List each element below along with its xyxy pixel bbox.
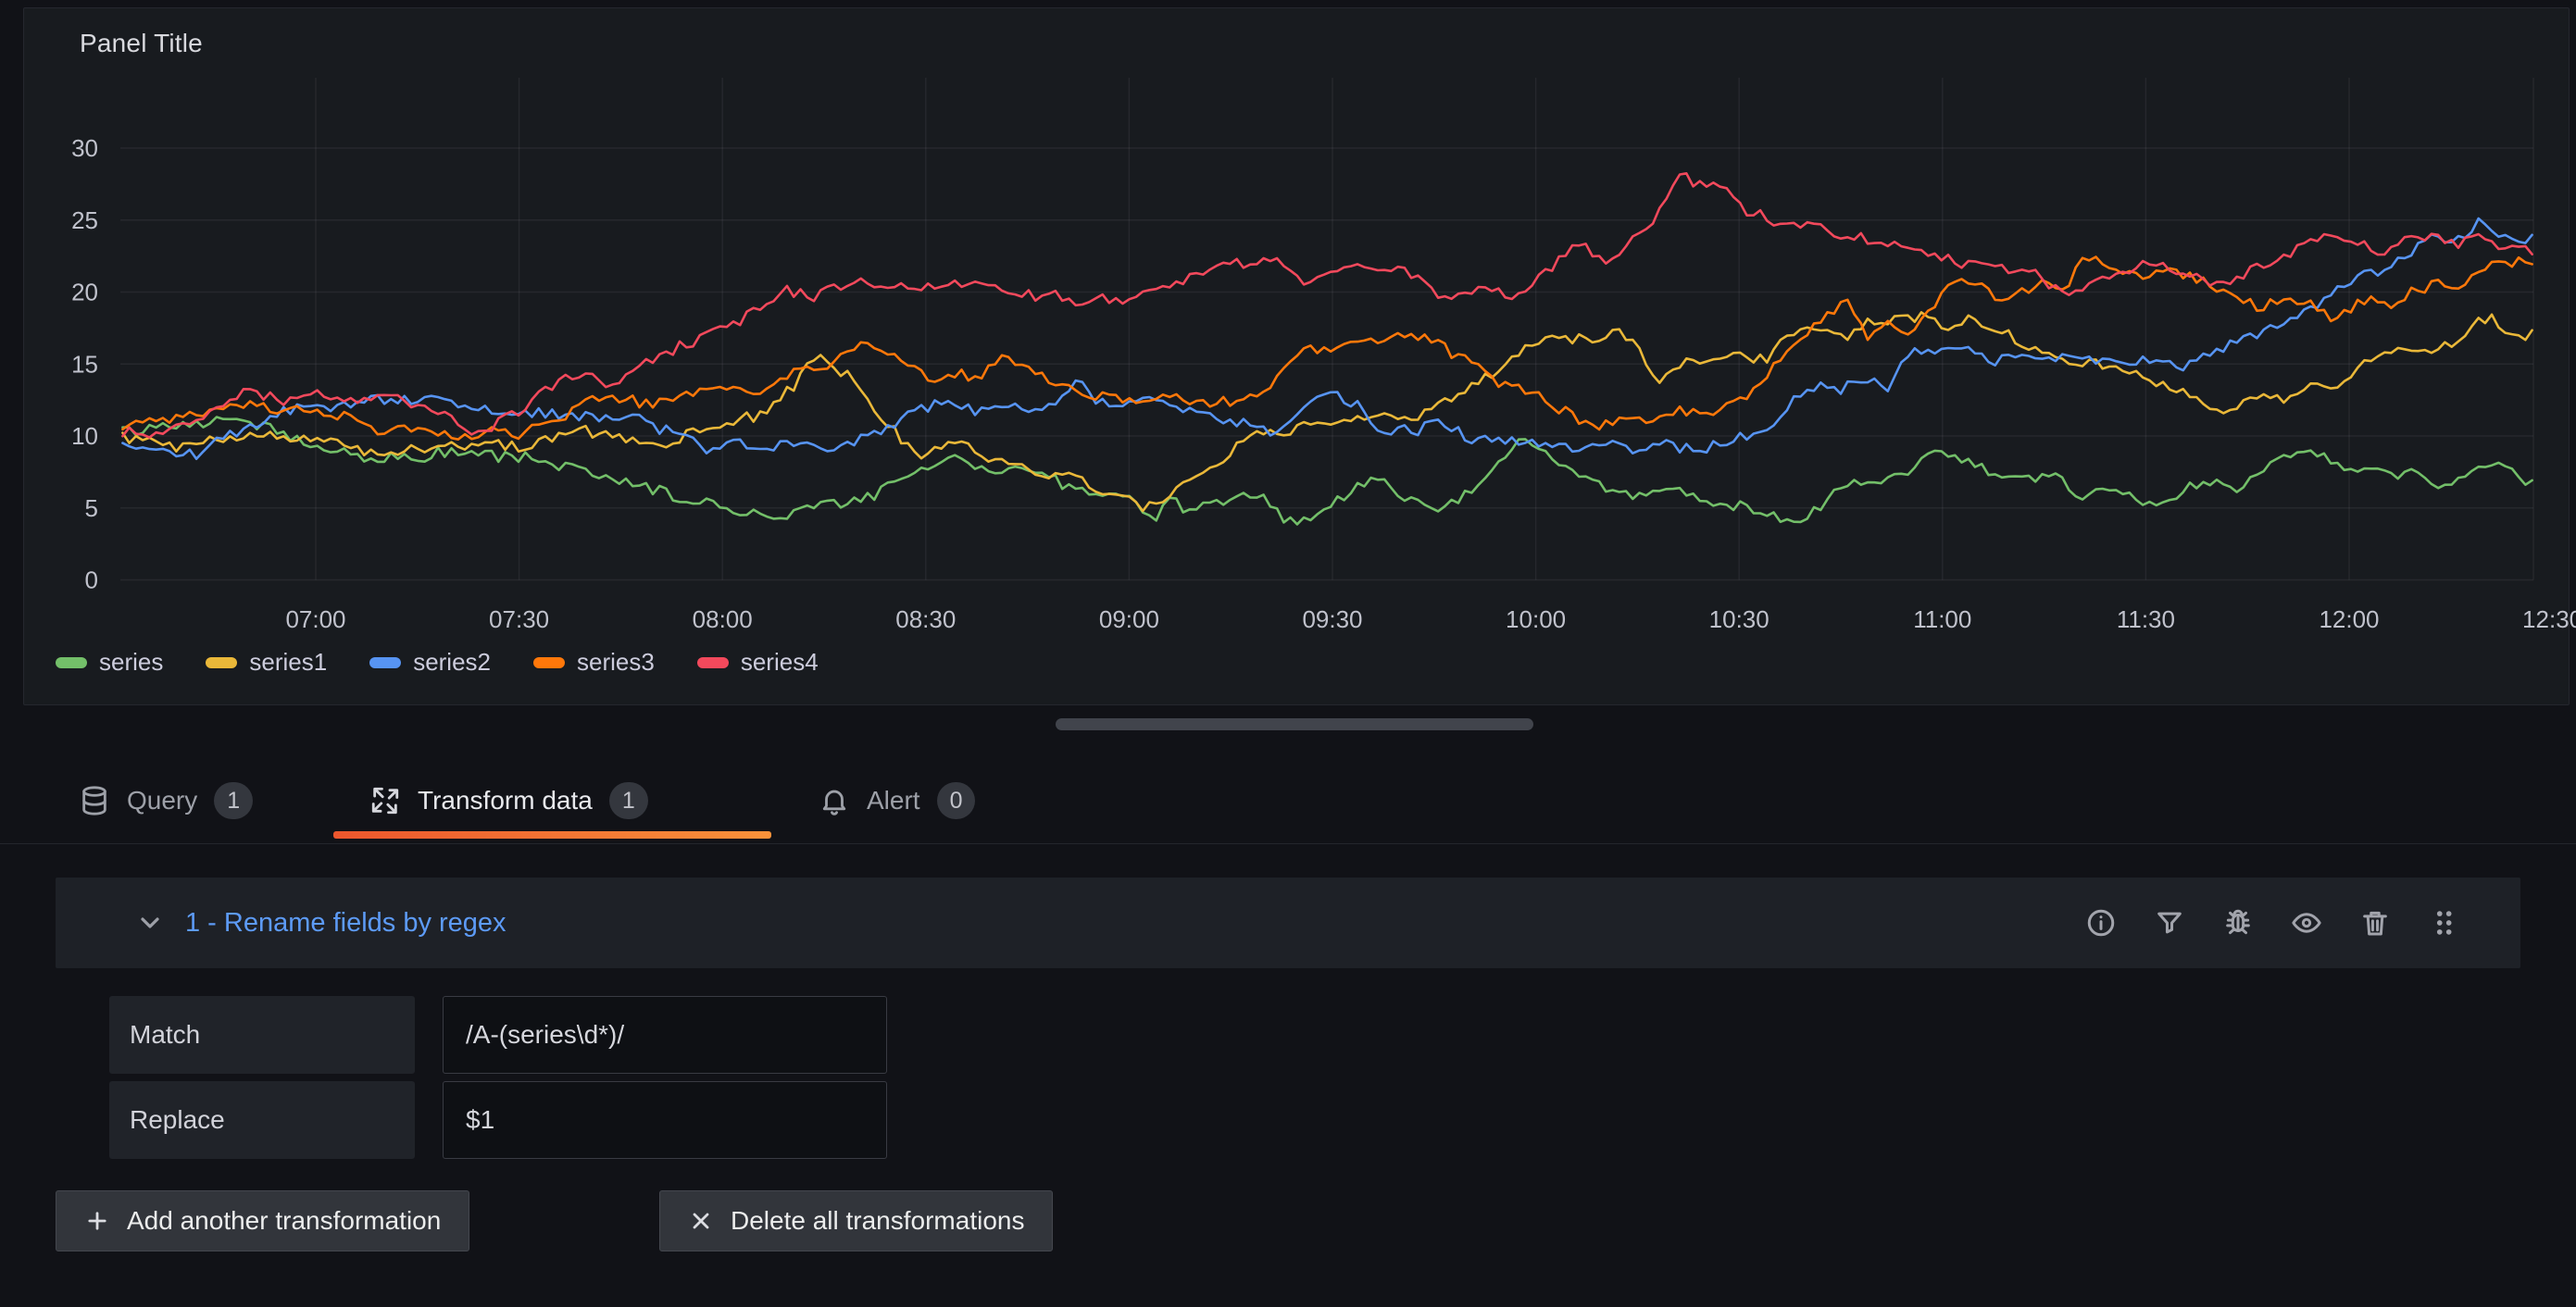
x-axis-tick-label: 10:30 — [1709, 605, 1769, 633]
x-axis-tick-label: 12:00 — [2319, 605, 2379, 633]
match-field-label: Match — [109, 996, 415, 1074]
horizontal-scrollbar-thumb[interactable] — [1056, 718, 1533, 730]
legend-item-series2[interactable]: series2 — [369, 648, 491, 677]
series-line-series1 — [121, 311, 2533, 513]
tab-query[interactable]: Query 1 — [79, 778, 254, 824]
y-axis-tick-label: 10 — [71, 422, 98, 450]
time-series-plot[interactable]: 0 5 10 15 20 25 30 07:00 07:30 08:00 08:30 09:00 09:… — [0, 0, 2576, 713]
tab-alert-count-badge: 0 — [936, 782, 976, 819]
tab-alert[interactable]: Alert 0 — [819, 778, 976, 824]
series-line-series3 — [121, 255, 2533, 441]
match-input[interactable] — [443, 996, 887, 1074]
y-axis-tick-label: 0 — [85, 566, 98, 594]
x-axis-tick-label: 10:00 — [1506, 605, 1566, 633]
legend-label: series3 — [577, 648, 655, 676]
close-icon — [693, 1213, 709, 1229]
match-field-row: Match — [109, 996, 887, 1074]
y-axis-tick-label: 5 — [85, 494, 98, 522]
y-axis-tick-label: 25 — [71, 206, 98, 234]
replace-field-label: Replace — [109, 1081, 415, 1159]
legend-label: series2 — [413, 648, 492, 676]
transformation-header: 1 - Rename fields by regex — [56, 878, 2520, 968]
legend-item-series[interactable]: series — [56, 648, 163, 677]
legend-item-series1[interactable]: series1 — [206, 648, 327, 677]
trash-icon[interactable] — [2359, 907, 2391, 939]
legend-label: series4 — [740, 648, 819, 676]
legend-color-chip — [696, 656, 729, 668]
chart-legend: series series1 series2 series3 series4 — [56, 648, 819, 677]
x-axis-tick-label: 11:30 — [2117, 605, 2175, 633]
legend-color-chip — [206, 656, 238, 668]
x-axis-tick-label: 08:30 — [895, 605, 956, 633]
tab-query-label: Query — [127, 786, 198, 815]
legend-color-chip — [56, 656, 87, 668]
filter-icon[interactable] — [2154, 907, 2185, 939]
delete-all-transformations-label: Delete all transformations — [731, 1206, 1025, 1235]
legend-item-series3[interactable]: series3 — [533, 648, 655, 677]
x-axis-tick-label: 12:30 — [2522, 605, 2576, 633]
transform-icon — [371, 787, 399, 815]
active-tab-underline — [333, 831, 771, 839]
section-divider — [0, 843, 2576, 844]
x-axis-tick-label: 07:00 — [285, 605, 345, 633]
delete-all-transformations-button[interactable]: Delete all transformations — [659, 1190, 1054, 1251]
transformation-toolbar — [2085, 878, 2459, 968]
add-transformation-button[interactable]: Add another transformation — [56, 1190, 470, 1251]
plus-icon — [88, 1212, 106, 1230]
series-line-series — [121, 416, 2533, 526]
x-axis-tick-label: 08:00 — [693, 605, 753, 633]
database-icon — [82, 786, 106, 815]
info-icon[interactable] — [2085, 907, 2117, 939]
bug-icon[interactable] — [2222, 907, 2254, 939]
legend-color-chip — [369, 656, 402, 668]
y-axis-tick-label: 30 — [71, 134, 98, 162]
bell-icon — [822, 790, 846, 815]
y-axis-tick-label: 15 — [71, 350, 98, 378]
tab-query-count-badge: 1 — [214, 782, 254, 819]
x-axis-tick-label: 09:00 — [1099, 605, 1159, 633]
replace-input[interactable] — [443, 1081, 887, 1159]
tab-transform-data-count-badge: 1 — [608, 782, 648, 819]
y-axis-tick-label: 20 — [71, 279, 98, 306]
transformation-title[interactable]: 1 - Rename fields by regex — [185, 907, 506, 938]
tab-transform-data-label: Transform data — [418, 786, 593, 815]
replace-field-row: Replace — [109, 1081, 887, 1159]
x-axis-tick-label: 09:30 — [1302, 605, 1362, 633]
chevron-down-icon[interactable] — [135, 908, 165, 938]
tab-transform-data[interactable]: Transform data 1 — [369, 778, 648, 824]
panel-title[interactable]: Panel Title — [80, 29, 203, 57]
eye-icon[interactable] — [2291, 907, 2322, 939]
add-transformation-label: Add another transformation — [127, 1206, 442, 1235]
legend-item-series4[interactable]: series4 — [696, 648, 819, 677]
series-line-series4 — [121, 172, 2533, 439]
drag-handle-icon[interactable] — [2428, 907, 2459, 939]
legend-label: series1 — [249, 648, 328, 676]
legend-label: series — [99, 648, 164, 676]
x-axis-tick-label: 07:30 — [489, 605, 549, 633]
tab-alert-label: Alert — [867, 786, 920, 815]
legend-color-chip — [533, 656, 566, 668]
x-axis-tick-label: 11:00 — [1913, 605, 1971, 633]
